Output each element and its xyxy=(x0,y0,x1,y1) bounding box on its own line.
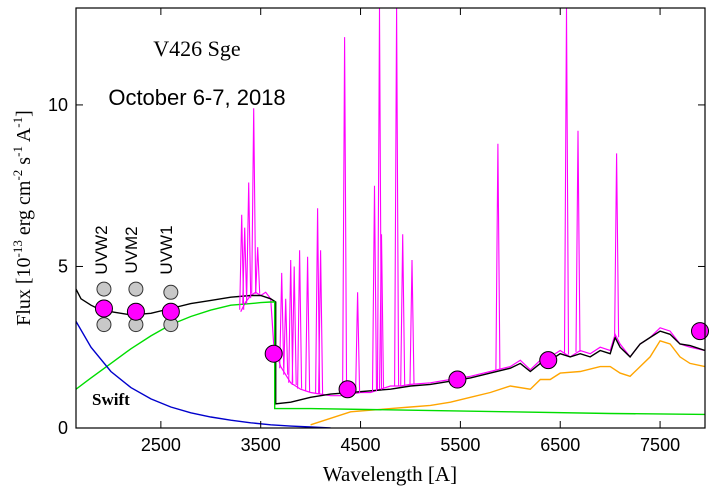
emission-line xyxy=(400,234,406,386)
x-tick-label: 5500 xyxy=(440,435,480,455)
points-layer xyxy=(94,281,710,399)
emission-line xyxy=(291,266,297,386)
photometry-point xyxy=(691,322,710,341)
emission-line xyxy=(563,8,570,355)
x-tick-label: 3500 xyxy=(241,435,281,455)
photometry-point xyxy=(94,299,113,318)
photometry-point xyxy=(264,344,283,363)
y-tick-label: 10 xyxy=(48,95,68,115)
emission-line xyxy=(288,259,294,383)
y-tick-label: 0 xyxy=(58,418,68,438)
annotation-uvw2: UVW2 xyxy=(92,225,111,274)
emission-line xyxy=(575,130,581,352)
emission-line xyxy=(242,227,248,304)
emission-line xyxy=(495,143,501,370)
emission-line xyxy=(376,8,383,390)
emission-line xyxy=(394,8,400,387)
annotation-uvm2: UVM2 xyxy=(122,226,141,273)
y-tick-label: 5 xyxy=(58,256,68,276)
emission-line xyxy=(305,256,311,392)
plot-frame xyxy=(75,7,706,429)
spectrum-magenta-line xyxy=(240,291,705,397)
photometry-point xyxy=(161,302,180,321)
x-tick-label: 7500 xyxy=(640,435,680,455)
emission-line xyxy=(283,298,289,375)
emission-line xyxy=(342,37,348,396)
y-axis-label: Flux [10-13 erg cm-2 s-1 A-1] xyxy=(10,110,35,326)
x-axis-label: Wavelength [A] xyxy=(323,462,457,486)
chart-subtitle: October 6-7, 2018 xyxy=(108,85,285,110)
emission-line xyxy=(371,185,378,392)
photometry-point xyxy=(338,380,357,399)
component-blue-line xyxy=(76,321,331,428)
emission-line xyxy=(255,247,261,294)
ticks-layer: 2500 3500 4500 5500 6500 7500 0 5 10 xyxy=(48,8,705,455)
annotation-uvw1: UVW1 xyxy=(157,225,176,274)
chart-title: V426 Sge xyxy=(153,36,240,61)
component-orange-line xyxy=(310,339,705,426)
model-black-line xyxy=(76,288,705,405)
photometry-point xyxy=(448,370,467,389)
photometry-point xyxy=(126,302,145,321)
emission-line xyxy=(318,250,324,395)
series-layer xyxy=(76,8,705,428)
x-tick-label: 4500 xyxy=(341,435,381,455)
emission-line xyxy=(378,234,385,389)
emission-line xyxy=(279,272,285,369)
swift-grey-point xyxy=(163,284,179,300)
swift-grey-point xyxy=(96,281,112,297)
emission-line xyxy=(355,292,361,393)
swift-grey-point xyxy=(128,281,144,297)
emission-line xyxy=(251,108,257,294)
emission-line xyxy=(246,182,252,299)
emission-line xyxy=(409,259,415,385)
photometry-point xyxy=(539,351,558,370)
emission-line xyxy=(297,250,303,389)
component-green-line xyxy=(76,301,705,416)
x-tick-label: 2500 xyxy=(141,435,181,455)
swift-grey-point xyxy=(96,317,112,333)
annotation-swift: Swift xyxy=(92,390,130,409)
x-tick-label: 6500 xyxy=(540,435,580,455)
emission-line xyxy=(614,153,620,338)
